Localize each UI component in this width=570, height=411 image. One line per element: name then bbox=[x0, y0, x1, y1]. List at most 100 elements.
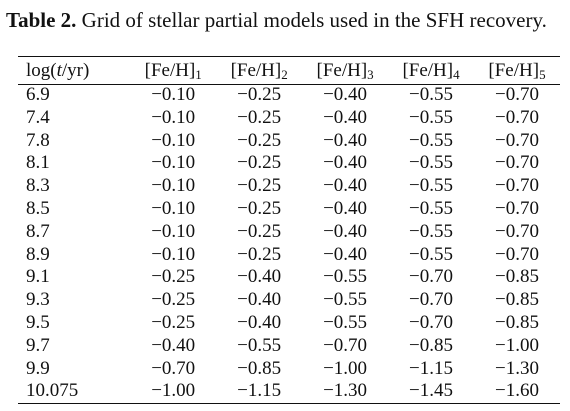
metallicity-cell: −0.25 bbox=[151, 311, 196, 333]
table-row: 7.4 −0.10 −0.25 −0.40 −0.55 −0.70 bbox=[18, 107, 560, 130]
table-row: 9.9 −0.70 −0.85 −1.00 −1.15 −1.30 bbox=[18, 358, 560, 381]
metallicity-cell: −0.10 bbox=[151, 197, 196, 219]
metallicity-cell: −0.55 bbox=[409, 197, 453, 219]
caption-label: Table 2. bbox=[6, 8, 77, 32]
age-cell: 9.1 bbox=[26, 266, 50, 288]
header-subscript: 2 bbox=[281, 67, 288, 82]
metallicity-cell: −0.85 bbox=[495, 266, 539, 288]
metallicity-cell: −0.25 bbox=[151, 289, 196, 311]
age-cell: 8.3 bbox=[26, 175, 50, 197]
header-text: [Fe/H] bbox=[488, 60, 540, 81]
table-row: 8.7 −0.10 −0.25 −0.40 −0.55 −0.70 bbox=[18, 221, 560, 244]
table-top-rule bbox=[18, 56, 560, 57]
metallicity-cell: −0.25 bbox=[237, 106, 282, 128]
metallicity-cell: −0.85 bbox=[409, 334, 453, 356]
metallicity-cell: −0.40 bbox=[237, 266, 282, 288]
age-cell: 6.9 bbox=[26, 84, 50, 105]
metallicity-cell: −0.55 bbox=[323, 311, 368, 333]
metallicity-cell: −0.40 bbox=[323, 106, 368, 128]
table-header-row: log(t/yr) [Fe/H]1 [Fe/H]2 [Fe/H]3 [Fe/H]4 [Fe… bbox=[18, 58, 560, 84]
metallicity-cell: −0.25 bbox=[237, 175, 282, 197]
metallicity-cell: −0.55 bbox=[323, 266, 368, 288]
metallicity-cell: −0.25 bbox=[237, 152, 282, 174]
metallicity-cell: −0.10 bbox=[151, 84, 196, 105]
age-cell: 9.7 bbox=[26, 334, 50, 356]
metallicity-cell: −1.00 bbox=[151, 380, 196, 402]
table-body: 6.9 −0.10 −0.25 −0.40 −0.55 −0.70 7.4 −0.10 −0.2… bbox=[18, 84, 560, 403]
metallicity-cell: −0.70 bbox=[409, 266, 453, 288]
header-italic-text: t bbox=[56, 60, 62, 81]
table-row: 10.075 −1.00 −1.15 −1.30 −1.45 −1.60 bbox=[18, 380, 560, 403]
table-row: 8.5 −0.10 −0.25 −0.40 −0.55 −0.70 bbox=[18, 198, 560, 221]
metallicity-cell: −0.85 bbox=[237, 357, 282, 379]
metallicity-cell: −0.55 bbox=[323, 289, 368, 311]
table-row: 9.1 −0.25 −0.40 −0.55 −0.70 −0.85 bbox=[18, 266, 560, 289]
header-subscript: 5 bbox=[539, 67, 546, 82]
age-cell: 8.1 bbox=[26, 152, 50, 174]
column-header-5: [Fe/H]5 bbox=[474, 58, 560, 84]
table-header-rule bbox=[18, 84, 560, 85]
metallicity-cell: −0.55 bbox=[409, 243, 453, 265]
age-cell: 8.9 bbox=[26, 243, 50, 265]
metallicity-cell: −1.00 bbox=[323, 357, 368, 379]
header-text-suffix: /yr) bbox=[61, 60, 90, 81]
metallicity-cell: −0.55 bbox=[237, 334, 282, 356]
caption-text: Grid of stellar partial models used in t… bbox=[76, 8, 547, 32]
table-row: 9.3 −0.25 −0.40 −0.55 −0.70 −0.85 bbox=[18, 289, 560, 312]
header-text: log( bbox=[26, 60, 57, 81]
metallicity-cell: −0.10 bbox=[151, 152, 196, 174]
metallicity-cell: −0.70 bbox=[495, 84, 539, 105]
metallicity-cell: −0.25 bbox=[237, 197, 282, 219]
metallicity-cell: −0.70 bbox=[495, 197, 539, 219]
age-cell: 9.9 bbox=[26, 357, 50, 379]
table-row: 6.9 −0.10 −0.25 −0.40 −0.55 −0.70 bbox=[18, 84, 560, 107]
metallicity-cell: −0.55 bbox=[409, 152, 453, 174]
metallicity-cell: −0.40 bbox=[237, 311, 282, 333]
table-bottom-rule bbox=[18, 403, 560, 404]
header-text: [Fe/H] bbox=[402, 60, 454, 81]
metallicity-cell: −0.55 bbox=[409, 129, 453, 151]
models-table: log(t/yr) [Fe/H]1 [Fe/H]2 [Fe/H]3 [Fe/H]4 [Fe… bbox=[18, 58, 560, 403]
metallicity-cell: −0.70 bbox=[495, 152, 539, 174]
table-row: 7.8 −0.10 −0.25 −0.40 −0.55 −0.70 bbox=[18, 130, 560, 153]
metallicity-cell: −0.70 bbox=[409, 289, 453, 311]
table-row: 9.5 −0.25 −0.40 −0.55 −0.70 −0.85 bbox=[18, 312, 560, 335]
metallicity-cell: −0.40 bbox=[323, 243, 368, 265]
metallicity-cell: −0.70 bbox=[495, 106, 539, 128]
metallicity-cell: −0.40 bbox=[323, 220, 368, 242]
metallicity-cell: −0.70 bbox=[495, 175, 539, 197]
metallicity-cell: −0.70 bbox=[495, 220, 539, 242]
column-header-1: [Fe/H]1 bbox=[130, 58, 216, 84]
metallicity-cell: −0.10 bbox=[151, 220, 196, 242]
metallicity-cell: −0.70 bbox=[323, 334, 368, 356]
table-row: 8.9 −0.10 −0.25 −0.40 −0.55 −0.70 bbox=[18, 244, 560, 267]
column-header-0: log(t/yr) bbox=[18, 58, 130, 84]
metallicity-cell: −0.40 bbox=[323, 197, 368, 219]
age-cell: 8.5 bbox=[26, 197, 50, 219]
metallicity-cell: −0.85 bbox=[495, 311, 539, 333]
metallicity-cell: −0.40 bbox=[151, 334, 196, 356]
metallicity-cell: −1.00 bbox=[495, 334, 539, 356]
age-cell: 7.4 bbox=[26, 106, 50, 128]
metallicity-cell: −1.60 bbox=[495, 380, 539, 402]
metallicity-cell: −0.10 bbox=[151, 175, 196, 197]
metallicity-cell: −0.25 bbox=[237, 129, 282, 151]
header-text: [Fe/H] bbox=[230, 60, 282, 81]
metallicity-cell: −1.30 bbox=[495, 357, 539, 379]
age-cell: 9.5 bbox=[26, 311, 50, 333]
metallicity-cell: −0.70 bbox=[151, 357, 196, 379]
metallicity-cell: −0.25 bbox=[237, 243, 282, 265]
header-subscript: 3 bbox=[367, 67, 374, 82]
header-text: [Fe/H] bbox=[144, 60, 196, 81]
metallicity-cell: −0.10 bbox=[151, 129, 196, 151]
metallicity-cell: −1.30 bbox=[323, 380, 368, 402]
metallicity-cell: −0.10 bbox=[151, 243, 196, 265]
table-row: 8.3 −0.10 −0.25 −0.40 −0.55 −0.70 bbox=[18, 175, 560, 198]
metallicity-cell: −0.70 bbox=[495, 243, 539, 265]
metallicity-cell: −0.55 bbox=[409, 106, 453, 128]
age-cell: 8.7 bbox=[26, 220, 50, 242]
metallicity-cell: −0.40 bbox=[323, 175, 368, 197]
metallicity-cell: −0.25 bbox=[151, 266, 196, 288]
column-header-2: [Fe/H]2 bbox=[216, 58, 302, 84]
